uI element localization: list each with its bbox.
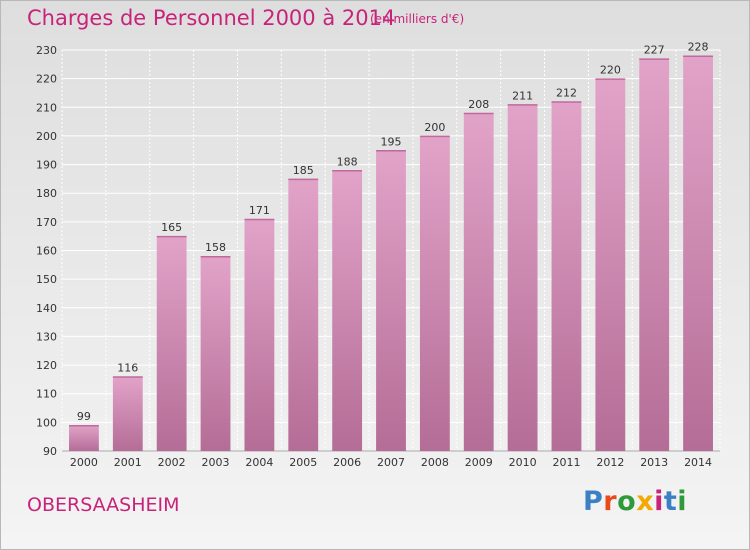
bar-2012	[595, 78, 626, 452]
y-tick-label: 150	[36, 273, 57, 286]
data-label-2008: 200	[424, 121, 445, 134]
data-label-2011: 212	[556, 87, 577, 100]
logo-letter: t	[663, 486, 678, 517]
data-label-2004: 171	[249, 204, 270, 217]
data-label-2000: 99	[77, 410, 91, 423]
y-tick-label: 140	[36, 302, 57, 315]
y-tick-label: 170	[36, 216, 57, 229]
data-label-2006: 188	[337, 155, 358, 168]
bar-2007	[376, 150, 406, 451]
data-label-2003: 158	[205, 241, 226, 254]
logo-letter: i	[654, 486, 664, 517]
y-tick-label: 160	[36, 245, 57, 258]
x-tick-label: 2004	[245, 456, 273, 469]
data-label-2005: 185	[293, 164, 314, 177]
y-tick-label: 120	[36, 359, 57, 372]
y-tick-label: 190	[36, 159, 57, 172]
bar-2005	[288, 178, 319, 451]
data-label-2014: 228	[688, 41, 709, 54]
x-tick-label: 2002	[158, 456, 186, 469]
y-tick-label: 230	[36, 44, 57, 57]
x-tick-label: 2006	[333, 456, 361, 469]
x-tick-label: 2010	[509, 456, 537, 469]
y-tick-label: 90	[43, 445, 57, 458]
x-tick-label: 2014	[684, 456, 712, 469]
bar-2008	[419, 135, 450, 451]
x-tick-label: 2012	[596, 456, 624, 469]
y-tick-label: 180	[36, 187, 57, 200]
bar-2013	[639, 58, 670, 451]
logo-letter: P	[583, 486, 604, 517]
x-tick-label: 2001	[114, 456, 142, 469]
bar-2011	[551, 101, 582, 452]
x-tick-label: 2008	[421, 456, 449, 469]
y-tick-label: 220	[36, 73, 57, 86]
data-label-2007: 195	[381, 135, 402, 148]
data-label-2002: 165	[161, 221, 182, 234]
bar-2006	[332, 170, 363, 452]
data-label-2001: 116	[117, 362, 138, 375]
logo-letter: o	[617, 486, 637, 517]
data-label-2009: 208	[468, 98, 489, 111]
x-tick-label: 2011	[552, 456, 580, 469]
chart-subtitle: (en milliers d'€)	[370, 12, 465, 26]
y-tick-label: 100	[36, 416, 57, 429]
bar-2000	[69, 425, 99, 451]
logo-letter: i	[677, 486, 688, 517]
bar-2014	[683, 55, 713, 451]
y-tick-label: 130	[36, 330, 57, 343]
x-tick-label: 2007	[377, 456, 405, 469]
bars	[69, 55, 713, 452]
logo-letter: r	[603, 486, 618, 517]
data-label-2013: 227	[644, 44, 665, 57]
y-tick-label: 110	[36, 388, 57, 401]
proxiti-logo[interactable]: Proxiti	[583, 486, 687, 517]
x-tick-label: 2000	[70, 456, 98, 469]
data-label-2010: 211	[512, 89, 533, 102]
bar-2010	[507, 104, 538, 452]
place-name: OBERSAASHEIM	[27, 494, 180, 516]
x-tick-label: 2003	[202, 456, 230, 469]
y-tick-label: 210	[36, 101, 57, 114]
chart-title: Charges de Personnel 2000 à 2014	[27, 6, 396, 30]
x-tick-label: 2009	[465, 456, 493, 469]
y-tick-label: 200	[36, 130, 57, 143]
data-label-2012: 220	[600, 64, 621, 77]
axes: 90 100 110 120 130 140 150 160 170 180 190 200 210 22…	[36, 44, 720, 469]
bar-2004	[244, 218, 275, 451]
logo-letter: x	[636, 486, 655, 517]
bar-2002	[156, 236, 187, 451]
bar-2009	[463, 113, 494, 451]
bar-2003	[200, 256, 231, 451]
data-labels: 99 116 165 158 171 185 188 195 200 208 211 212 220 22…	[77, 41, 709, 423]
x-tick-label: 2013	[640, 456, 668, 469]
x-tick-label: 2005	[289, 456, 317, 469]
bar-2001	[112, 376, 143, 451]
